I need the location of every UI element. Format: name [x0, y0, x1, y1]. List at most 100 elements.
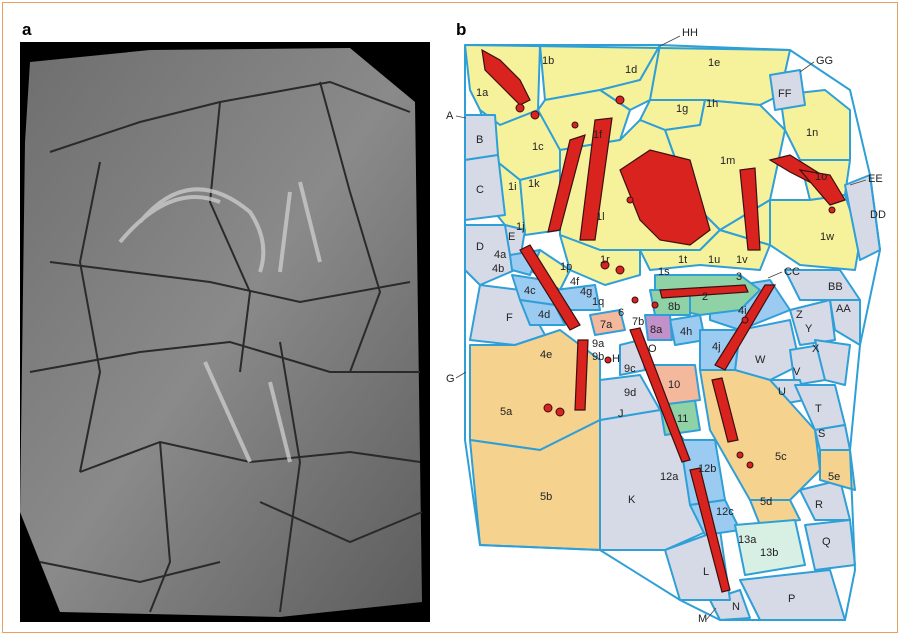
label-5c: 5c	[775, 451, 787, 463]
label-J: J	[618, 408, 624, 420]
label-E: E	[508, 231, 515, 243]
label-U: U	[778, 386, 786, 398]
region-4d	[519, 299, 566, 326]
region-5d	[749, 499, 801, 526]
label-1d: 1d	[625, 64, 637, 76]
label-1s: 1s	[658, 266, 670, 278]
label-4g: 4g	[580, 286, 592, 298]
label-13a: 13a	[738, 534, 757, 546]
label-T: T	[815, 403, 822, 415]
label-5d: 5d	[760, 496, 772, 508]
label-V: V	[793, 366, 801, 378]
label-F: F	[506, 312, 513, 324]
label-4j: 4j	[712, 341, 721, 353]
label-EE: EE	[868, 173, 883, 185]
label-4f: 4f	[570, 276, 580, 288]
fossil-photo	[20, 42, 430, 622]
label-1p: 1p	[560, 261, 572, 273]
label-1f: 1f	[593, 129, 603, 141]
region-Y	[789, 299, 836, 346]
label-L: L	[703, 566, 709, 578]
region-labels: 1a 1b 1c 1d 1e 1f 1g 1h 1i 1j 1k 1l 1m 1…	[446, 27, 886, 625]
label-11: 11	[677, 413, 688, 425]
label-Q: Q	[822, 536, 831, 548]
region-1w	[769, 194, 861, 271]
label-2: 2	[702, 291, 708, 303]
region-5e	[819, 449, 856, 491]
label-5b: 5b	[540, 491, 552, 503]
label-1q: 1q	[592, 296, 604, 308]
label-G: G	[446, 373, 455, 385]
label-12b: 12b	[698, 463, 716, 475]
label-1c: 1c	[532, 141, 544, 153]
label-1r: 1r	[600, 254, 610, 266]
label-K: K	[628, 494, 636, 506]
label-4d: 4d	[538, 309, 550, 321]
label-CC: CC	[784, 266, 800, 278]
label-4e: 4e	[540, 349, 552, 361]
label-C: C	[476, 184, 484, 196]
label-H: H	[612, 353, 620, 365]
label-A: A	[446, 110, 454, 122]
label-9b: 9b	[592, 351, 604, 363]
label-3: 3	[736, 271, 742, 283]
label-X: X	[812, 343, 820, 355]
region-FF	[769, 69, 806, 111]
label-1g: 1g	[676, 103, 688, 115]
label-4h: 4h	[680, 326, 692, 338]
label-1n: 1n	[806, 127, 818, 139]
label-9a: 9a	[592, 338, 605, 350]
label-1m: 1m	[720, 155, 735, 167]
region-C	[464, 154, 506, 221]
label-DD: DD	[870, 209, 886, 221]
label-5a: 5a	[500, 406, 513, 418]
panel-b-label: b	[456, 20, 467, 39]
label-D: D	[476, 241, 484, 253]
label-1j: 1j	[516, 221, 525, 233]
label-1o: 1o	[815, 171, 827, 183]
label-GG: GG	[816, 55, 833, 67]
label-BB: BB	[828, 281, 843, 293]
label-P: P	[788, 593, 795, 605]
label-8a: 8a	[650, 324, 663, 336]
label-AA: AA	[836, 303, 851, 315]
label-12c: 12c	[716, 506, 734, 518]
region-7a	[589, 309, 626, 336]
label-N: N	[732, 601, 740, 613]
label-1a: 1a	[476, 87, 489, 99]
bone-drawings	[481, 48, 846, 593]
label-4c: 4c	[524, 285, 536, 297]
region-8a	[644, 314, 673, 341]
label-5e: 5e	[828, 471, 840, 483]
label-8b: 8b	[668, 301, 680, 313]
label-9d: 9d	[624, 387, 636, 399]
label-1i: 1i	[508, 181, 517, 193]
label-HH: HH	[682, 27, 698, 39]
label-W: W	[755, 354, 766, 366]
label-13b: 13b	[760, 547, 778, 559]
label-1w: 1w	[820, 231, 834, 243]
region-1t	[639, 229, 771, 271]
label-9c: 9c	[624, 363, 636, 375]
label-7b: 7b	[632, 316, 644, 328]
label-4i: 4i	[738, 305, 747, 317]
label-10: 10	[668, 379, 680, 391]
region-13b	[734, 519, 806, 576]
label-1h: 1h	[706, 98, 718, 110]
label-FF: FF	[778, 88, 792, 100]
label-M: M	[698, 613, 707, 625]
label-1v: 1v	[736, 254, 748, 266]
label-4b: 4b	[492, 263, 504, 275]
label-6: 6	[618, 307, 624, 319]
region-X	[814, 339, 851, 386]
label-Y: Y	[805, 323, 813, 335]
label-1e: 1e	[708, 57, 720, 69]
label-S: S	[818, 428, 825, 440]
label-4a: 4a	[494, 249, 507, 261]
label-1k: 1k	[528, 178, 540, 190]
label-1b: 1b	[542, 55, 554, 67]
leader-lines	[455, 35, 867, 621]
label-R: R	[815, 499, 823, 511]
panel-a-label: a	[22, 20, 32, 39]
